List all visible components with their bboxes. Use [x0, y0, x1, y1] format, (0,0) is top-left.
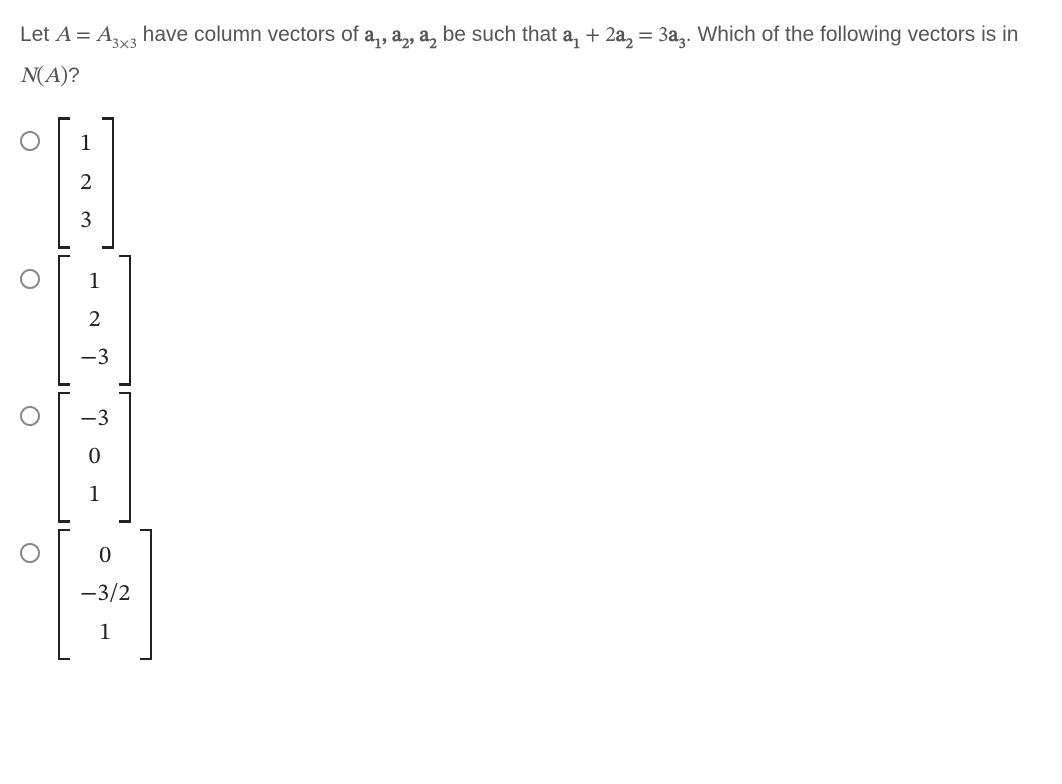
math-eq2: =: [633, 25, 658, 46]
vector-2: 1 2 −3: [58, 255, 131, 386]
math-A: A: [55, 25, 71, 47]
paren-close: ): [60, 66, 68, 88]
vector-entry: 0: [80, 438, 109, 476]
text-prefix: Let: [20, 23, 55, 46]
bracket-right-icon: [121, 392, 131, 523]
option-2[interactable]: 1 2 −3: [20, 255, 1042, 386]
vector-content: 0 −3/2 1: [68, 529, 142, 660]
qmark: ?: [68, 64, 80, 87]
vector-1: 1 2 3: [58, 117, 114, 248]
math-sizesub: 3×3: [112, 38, 137, 52]
radio-button[interactable]: [20, 131, 40, 151]
bracket-left-icon: [58, 255, 68, 386]
math-a1sub: 1: [375, 38, 382, 52]
radio-button[interactable]: [20, 406, 40, 426]
options-container: 1 2 3 1 2 −3 −3 0 1: [20, 117, 1042, 660]
vector-entry: 1: [80, 125, 92, 163]
math-a3: a: [668, 25, 678, 46]
radio-button[interactable]: [20, 543, 40, 563]
radio-button[interactable]: [20, 269, 40, 289]
math-a2sub: 2: [402, 38, 409, 52]
vector-content: 1 2 −3: [68, 255, 121, 386]
bracket-right-icon: [142, 529, 152, 660]
text-mid2: be such that: [437, 23, 563, 46]
math-a3sub: 3: [679, 38, 686, 52]
math-a1b: a: [563, 25, 573, 46]
vector-content: −3 0 1: [68, 392, 121, 523]
bracket-left-icon: [58, 529, 68, 660]
vector-entry: 0: [80, 537, 130, 575]
math-a2c: a: [616, 25, 626, 46]
vector-3: −3 0 1: [58, 392, 131, 523]
comma2: ,: [409, 25, 419, 46]
math-two: 2: [605, 25, 615, 46]
comma1: ,: [382, 25, 392, 46]
math-a1bsub: 1: [573, 38, 580, 52]
math-A2: A: [44, 66, 60, 88]
math-a2b: a: [419, 25, 429, 46]
math-Asize: A: [96, 25, 112, 47]
option-3[interactable]: −3 0 1: [20, 392, 1042, 523]
option-4[interactable]: 0 −3/2 1: [20, 529, 1042, 660]
vector-entry: 2: [80, 301, 109, 339]
math-plus: +: [580, 25, 605, 46]
question-text: Let A = A3×3 have column vectors of a1, …: [20, 16, 1042, 97]
math-a2csub: 2: [626, 38, 633, 52]
bracket-right-icon: [121, 255, 131, 386]
bracket-left-icon: [58, 392, 68, 523]
math-a2bsub: 2: [429, 38, 436, 52]
vector-entry: 2: [80, 164, 92, 202]
text-mid1: have column vectors of: [137, 23, 365, 46]
vector-4: 0 −3/2 1: [58, 529, 152, 660]
math-N: N: [20, 66, 36, 88]
math-three: 3: [658, 25, 668, 46]
vector-entry: −3: [80, 400, 109, 438]
math-a1: a: [364, 25, 374, 46]
math-eq: =: [71, 25, 96, 46]
option-1[interactable]: 1 2 3: [20, 117, 1042, 248]
bracket-right-icon: [104, 117, 114, 248]
vector-entry: 1: [80, 614, 130, 652]
vector-entry: −3/2: [80, 575, 130, 613]
math-a2: a: [392, 25, 402, 46]
text-mid3: . Which of the following vectors is in: [686, 23, 1019, 46]
vector-entry: 1: [80, 476, 109, 514]
bracket-left-icon: [58, 117, 68, 248]
vector-entry: 1: [80, 263, 109, 301]
vector-entry: 3: [80, 202, 92, 240]
vector-entry: −3: [80, 339, 109, 377]
vector-content: 1 2 3: [68, 117, 104, 248]
